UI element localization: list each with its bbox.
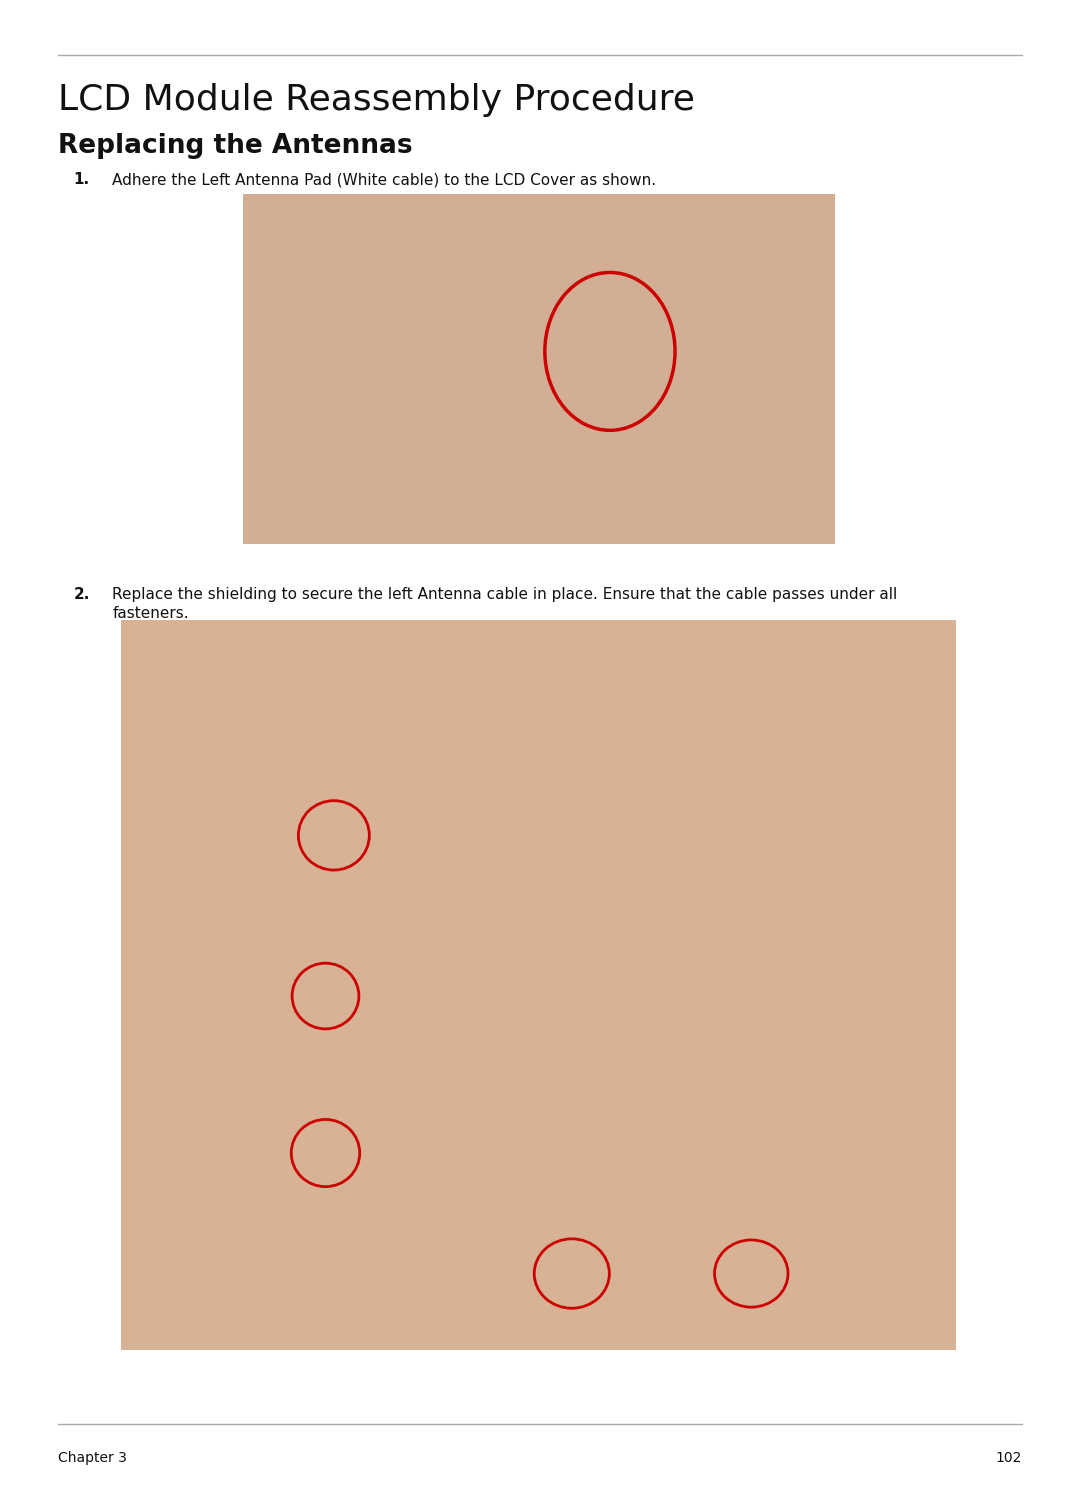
Text: 2.: 2.: [73, 587, 90, 602]
Text: Adhere the Left Antenna Pad (White cable) to the LCD Cover as shown.: Adhere the Left Antenna Pad (White cable…: [112, 172, 657, 187]
Text: 1.: 1.: [73, 172, 90, 187]
Text: Replace the shielding to secure the left Antenna cable in place. Ensure that the: Replace the shielding to secure the left…: [112, 587, 897, 621]
Text: Replacing the Antennas: Replacing the Antennas: [58, 133, 413, 159]
Text: 102: 102: [996, 1450, 1022, 1465]
Text: LCD Module Reassembly Procedure: LCD Module Reassembly Procedure: [58, 83, 696, 116]
Text: Chapter 3: Chapter 3: [58, 1450, 127, 1465]
